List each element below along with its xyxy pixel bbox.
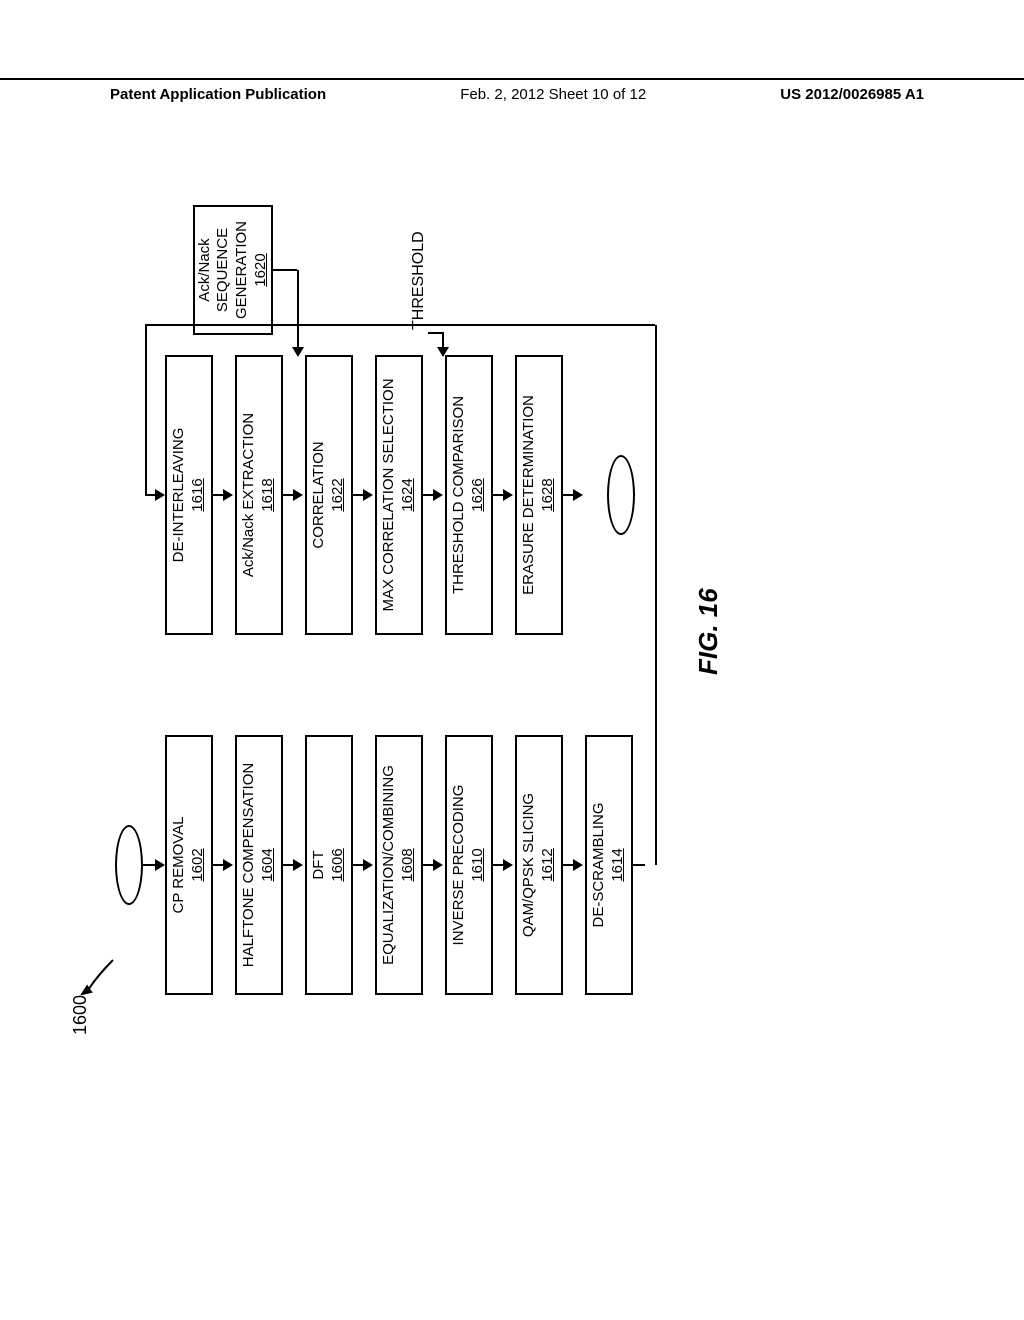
right-box-1628: ERASURE DETERMINATION1628 [515,355,563,635]
ref-number: 1600 [70,995,91,1035]
seq-gen-num: 1620 [252,253,271,286]
flow-line [297,270,299,355]
box-label: INVERSE PRECODING [450,785,469,946]
header-mid: Feb. 2, 2012 Sheet 10 of 12 [460,86,646,103]
box-num: 1628 [539,478,558,511]
page-header: Patent Application Publication Feb. 2, 2… [0,78,1024,103]
box-num: 1618 [259,478,278,511]
left-box-1602: CP REMOVAL1602 [165,735,213,995]
left-box-1604: HALFTONE COMPENSATION1604 [235,735,283,995]
flow-line [145,324,655,326]
diagram-rotated: 1600 CP REMOVAL1602 HALFTONE COMPENSATION… [55,235,975,1065]
arrow-down-icon [155,489,165,501]
header-left: Patent Application Publication [110,86,326,103]
arrow-down-icon [293,489,303,501]
seq-gen-box: Ack/Nack SEQUENCE GENERATION 1620 [193,205,273,335]
header-row: Patent Application Publication Feb. 2, 2… [0,86,1024,103]
box-label: CORRELATION [310,441,329,548]
start-terminal [115,825,143,905]
left-box-1606: DFT1606 [305,735,353,995]
arrow-down-icon [363,859,373,871]
box-label: THRESHOLD COMPARISON [450,396,469,594]
arrow-down-icon [363,489,373,501]
box-num: 1610 [469,848,488,881]
box-num: 1608 [399,848,418,881]
arrow-down-icon [573,859,583,871]
arrow-down-icon [223,859,233,871]
end-terminal [607,455,635,535]
box-num: 1612 [539,848,558,881]
right-box-1624: MAX CORRELATION SELECTION1624 [375,355,423,635]
header-right: US 2012/0026985 A1 [780,86,924,103]
seq-gen-line1: Ack/Nack [196,238,215,301]
box-num: 1622 [329,478,348,511]
box-num: 1614 [609,848,628,881]
box-num: 1602 [189,848,208,881]
flow-line [655,325,657,865]
box-label: DFT [310,850,329,879]
right-box-1616: DE-INTERLEAVING1616 [165,355,213,635]
flow-line [428,332,444,334]
box-num: 1624 [399,478,418,511]
arrow-down-icon [293,859,303,871]
threshold-label: THRESHOLD [410,231,428,330]
arrow-down-icon [223,489,233,501]
box-num: 1616 [189,478,208,511]
box-label: ERASURE DETERMINATION [520,395,539,595]
arrow-left-icon [292,347,304,357]
left-box-1612: QAM/QPSK SLICING1612 [515,735,563,995]
box-label: MAX CORRELATION SELECTION [380,378,399,611]
right-box-1626: THRESHOLD COMPARISON1626 [445,355,493,635]
right-box-1618: Ack/Nack EXTRACTION1618 [235,355,283,635]
right-box-1622: CORRELATION1622 [305,355,353,635]
arrow-down-icon [573,489,583,501]
box-num: 1626 [469,478,488,511]
box-num: 1604 [259,848,278,881]
arrow-down-icon [433,859,443,871]
arrow-left-icon [437,347,449,357]
arrow-down-icon [503,489,513,501]
box-label: EQUALIZATION/COMBINING [380,765,399,965]
figure-label: FIG. 16 [693,588,724,675]
box-label: HALFTONE COMPENSATION [240,763,259,967]
arrow-down-icon [155,859,165,871]
left-box-1610: INVERSE PRECODING1610 [445,735,493,995]
box-label: QAM/QPSK SLICING [520,793,539,937]
box-label: DE-INTERLEAVING [170,428,189,563]
flow-line [633,864,645,866]
flow-line [273,269,297,271]
left-box-1614: DE-SCRAMBLING1614 [585,735,633,995]
seq-gen-line3: GENERATION [233,221,252,319]
box-label: Ack/Nack EXTRACTION [240,413,259,577]
arrow-down-icon [503,859,513,871]
box-label: CP REMOVAL [170,817,189,914]
flow-line [145,325,147,495]
seq-gen-line2: SEQUENCE [214,228,233,312]
box-label: DE-SCRAMBLING [590,802,609,927]
box-num: 1606 [329,848,348,881]
left-box-1608: EQUALIZATION/COMBINING1608 [375,735,423,995]
arrow-down-icon [433,489,443,501]
